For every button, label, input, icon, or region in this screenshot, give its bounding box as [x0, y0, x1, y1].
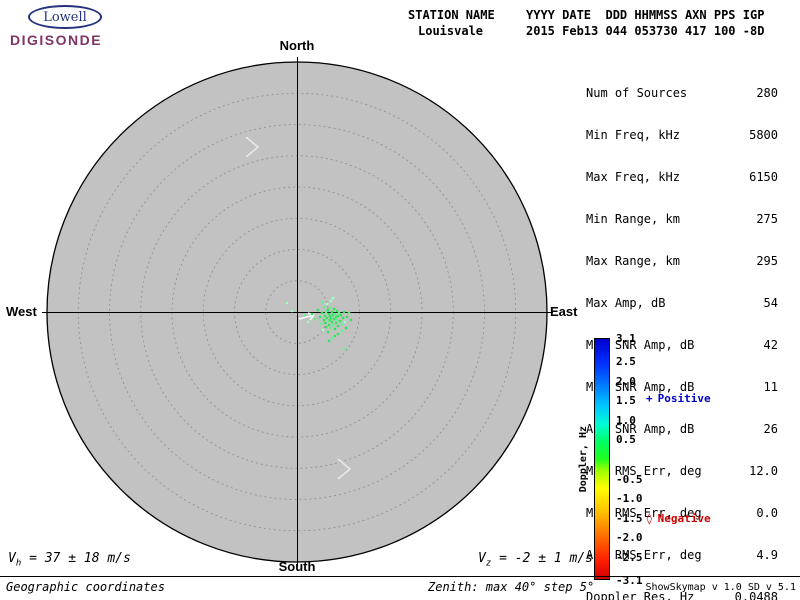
diamond-marker-icon: ◊	[646, 512, 653, 525]
colorbar-tick: 2.0	[616, 374, 636, 388]
station-header: STATION NAME YYYY DATE DDD HHMMSS AXN PP…	[408, 7, 764, 39]
north-label: North	[279, 38, 315, 53]
east-label: East	[550, 304, 578, 319]
param-row: Min Freq, kHz 5800	[586, 128, 778, 142]
source-scatter-points	[285, 296, 353, 351]
datetime-value: 2015 Feb13 044 053730 417 100 -8D	[526, 24, 765, 38]
footer-divider	[0, 576, 800, 577]
colorbar-tick-labels: 3.1 2.5 2.0 1.5 1.0 0.5 -0.5 -1.0 -1.5 -2.0 -2.5 -3…	[594, 332, 664, 587]
negative-label: Negative	[657, 512, 711, 525]
colorbar-tick: -2.5	[616, 550, 643, 564]
chevron-marker-lower-icon	[337, 458, 352, 480]
south-label: South	[278, 559, 316, 574]
colorbar-tick: -1.0	[616, 492, 643, 506]
param-row: Max Freq, kHz 6150	[586, 170, 778, 184]
colorbar-gradient	[594, 338, 610, 580]
colorbar-tick: 1.0	[616, 413, 636, 427]
param-row: Min Range, km 275	[586, 212, 778, 226]
datetime-header: YYYY DATE DDD HHMMSS AXN PPS IGP	[526, 8, 765, 22]
colorbar-tick: -0.5	[616, 472, 643, 486]
lowell-oval-logo: Lowell	[28, 5, 102, 29]
plus-marker-icon: +	[646, 392, 653, 405]
param-row: Max RMS Err, deg 12.0	[586, 464, 778, 478]
param-row: Max Amp, dB 54	[586, 296, 778, 310]
horizontal-velocity-readout: Vh = 37 ± 18 m/s	[8, 551, 131, 569]
software-version-label: ShowSkymap v 1.0 SD v 5.1	[645, 582, 796, 593]
param-row: Num of Sources 280	[586, 86, 778, 100]
negative-doppler-legend: ◊ Negative	[646, 512, 711, 525]
coordinate-system-label: Geographic coordinates	[6, 580, 165, 594]
digisonde-logo: Lowell DIGISONDE	[10, 5, 120, 48]
colorbar-tick: 2.5	[616, 355, 636, 369]
param-row: Max Range, km 295	[586, 254, 778, 268]
positive-label: Positive	[657, 392, 711, 405]
colorbar-tick: 1.5	[616, 394, 636, 408]
positive-doppler-legend: + Positive	[646, 392, 711, 405]
west-label: West	[6, 304, 37, 319]
doppler-colorbar: Doppler, Hz 3.1 2.5 2.0 1.5 1.0 0.5 -0.5 -1.0 -1…	[578, 332, 664, 587]
colorbar-tick: -3.1	[616, 574, 643, 587]
colorbar-axis-label: Doppler, Hz	[578, 425, 589, 493]
zenith-scale-label: Zenith: max 40° step 5°	[428, 580, 595, 594]
station-name-value: Louisvale	[418, 24, 484, 38]
colorbar-tick: 0.5	[616, 433, 636, 447]
colorbar-tick: -1.5	[616, 511, 643, 525]
param-row: Min SNR Amp, dB 11	[586, 380, 778, 394]
station-name-header: STATION NAME	[408, 8, 495, 22]
vertical-velocity-readout: Vz = -2 ± 1 m/s	[478, 551, 593, 569]
colorbar-tick: -2.0	[616, 531, 643, 545]
colorbar-tick: 3.1	[616, 332, 636, 345]
param-row: Doppler Res, Hz 0.0488	[586, 590, 778, 600]
logo-brand-text: DIGISONDE	[10, 32, 103, 48]
chevron-marker-upper-icon	[245, 136, 260, 158]
logo-lowell-text: Lowell	[43, 9, 87, 25]
